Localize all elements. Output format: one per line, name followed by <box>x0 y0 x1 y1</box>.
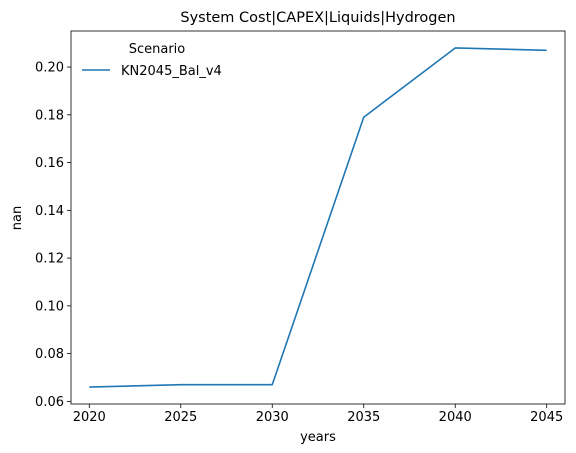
x-tick-label: 2035 <box>347 410 380 425</box>
chart-title: System Cost|CAPEX|Liquids|Hydrogen <box>180 10 455 26</box>
series-line-0 <box>89 47 547 388</box>
plot-area <box>89 47 547 388</box>
x-axis-label: years <box>300 430 336 445</box>
x-axis-ticks: 2020 2025 2030 2035 2040 2045 <box>73 404 563 425</box>
x-tick-label: 2045 <box>530 410 563 425</box>
y-tick-label: 0.10 <box>35 299 64 314</box>
x-tick-label: 2025 <box>164 410 197 425</box>
y-tick-label: 0.20 <box>35 61 64 76</box>
y-tick-label: 0.14 <box>35 204 64 219</box>
x-tick-label: 2040 <box>439 410 472 425</box>
legend-series-label: KN2045_Bal_v4 <box>121 64 222 79</box>
plot-frame <box>70 30 566 405</box>
legend: Scenario KN2045_Bal_v4 <box>82 42 222 79</box>
y-tick-label: 0.06 <box>35 395 64 410</box>
y-axis-label: nan <box>10 206 25 230</box>
x-tick-label: 2020 <box>73 410 106 425</box>
legend-title: Scenario <box>129 42 186 57</box>
y-tick-label: 0.18 <box>35 108 64 123</box>
y-axis-ticks: 0.06 0.08 0.10 0.12 0.14 0.16 0.18 0.20 <box>35 61 71 410</box>
y-tick-label: 0.12 <box>35 252 64 267</box>
y-tick-label: 0.16 <box>35 156 64 171</box>
x-tick-label: 2030 <box>256 410 289 425</box>
y-tick-label: 0.08 <box>35 347 64 362</box>
